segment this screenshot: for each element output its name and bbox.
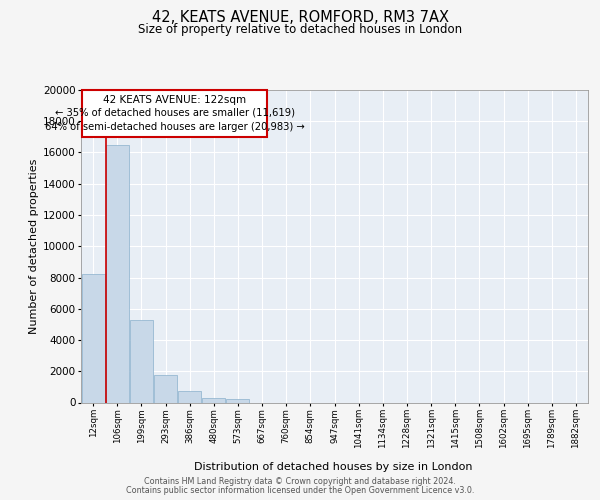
- Text: 42 KEATS AVENUE: 122sqm: 42 KEATS AVENUE: 122sqm: [103, 96, 246, 106]
- Bar: [226, 399, 250, 402]
- Text: Size of property relative to detached houses in London: Size of property relative to detached ho…: [138, 22, 462, 36]
- Y-axis label: Number of detached properties: Number of detached properties: [29, 158, 38, 334]
- Bar: [202, 398, 225, 402]
- Text: Contains HM Land Registry data © Crown copyright and database right 2024.: Contains HM Land Registry data © Crown c…: [144, 477, 456, 486]
- Text: Distribution of detached houses by size in London: Distribution of detached houses by size …: [194, 462, 472, 472]
- Bar: [154, 375, 177, 402]
- Text: Contains public sector information licensed under the Open Government Licence v3: Contains public sector information licen…: [126, 486, 474, 495]
- FancyBboxPatch shape: [82, 90, 267, 137]
- Text: 64% of semi-detached houses are larger (20,983) →: 64% of semi-detached houses are larger (…: [44, 122, 304, 132]
- Bar: [178, 391, 201, 402]
- Bar: [82, 274, 104, 402]
- Bar: [106, 144, 128, 402]
- Text: ← 35% of detached houses are smaller (11,619): ← 35% of detached houses are smaller (11…: [55, 108, 295, 118]
- Text: 42, KEATS AVENUE, ROMFORD, RM3 7AX: 42, KEATS AVENUE, ROMFORD, RM3 7AX: [151, 10, 449, 25]
- Bar: [130, 320, 153, 402]
